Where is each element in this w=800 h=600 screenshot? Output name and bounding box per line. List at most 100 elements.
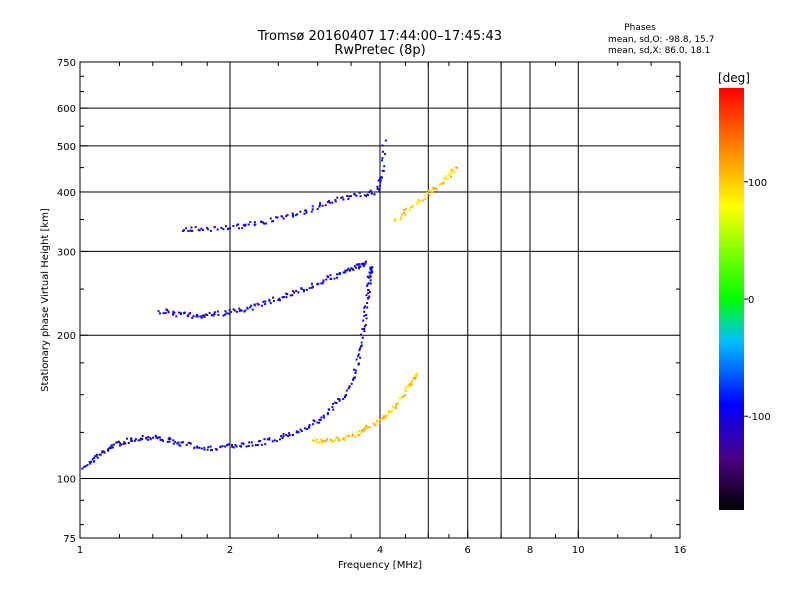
data-point (246, 307, 249, 310)
data-point (363, 314, 366, 317)
data-point (219, 446, 222, 449)
data-point (400, 397, 403, 400)
data-point (325, 278, 328, 281)
data-point (117, 440, 120, 443)
data-point (292, 215, 295, 218)
data-point (390, 410, 393, 413)
data-point (400, 216, 403, 219)
data-point (353, 376, 356, 379)
data-point (322, 279, 325, 282)
data-point (329, 438, 332, 441)
data-point (378, 419, 381, 422)
data-point (370, 266, 373, 269)
data-point (414, 376, 417, 379)
data-point (318, 421, 321, 424)
data-point (416, 372, 419, 375)
data-point (174, 441, 177, 444)
data-point (313, 420, 316, 423)
data-point (330, 440, 333, 443)
data-point (359, 195, 362, 198)
data-point (315, 441, 318, 444)
data-point (141, 438, 144, 441)
data-point (362, 265, 365, 268)
data-point (354, 369, 357, 372)
data-point (162, 312, 165, 315)
data-point (177, 441, 180, 444)
data-point (415, 201, 418, 204)
data-point (455, 166, 458, 169)
data-point (363, 428, 366, 431)
data-point (112, 443, 115, 446)
data-point (412, 376, 415, 379)
data-point (346, 194, 349, 197)
data-point (401, 213, 404, 216)
data-point (357, 353, 360, 356)
data-point (336, 196, 339, 199)
data-point (260, 304, 263, 307)
data-point (365, 313, 368, 316)
data-point (316, 208, 319, 211)
data-point (358, 265, 361, 268)
data-point (350, 382, 353, 385)
data-point (321, 442, 324, 445)
data-point (379, 179, 382, 182)
data-point (139, 437, 142, 440)
data-point (291, 294, 294, 297)
data-point (327, 200, 330, 203)
data-point (228, 227, 231, 230)
data-point (168, 436, 171, 439)
data-point (332, 408, 335, 411)
data-point (124, 442, 127, 445)
data-point (96, 456, 99, 459)
data-point (200, 447, 203, 450)
data-point (369, 268, 372, 271)
data-point (311, 286, 314, 289)
data-point (134, 438, 137, 441)
data-point (195, 315, 198, 318)
data-point (342, 438, 345, 441)
data-point (385, 417, 388, 420)
data-point (256, 302, 259, 305)
data-point (169, 438, 172, 441)
data-point (238, 227, 241, 230)
data-point (201, 314, 204, 317)
data-point (191, 229, 194, 232)
data-point (331, 406, 334, 409)
data-point (450, 170, 453, 173)
data-point (141, 435, 144, 438)
data-point (362, 263, 365, 266)
data-point (379, 184, 382, 187)
data-point (366, 283, 369, 286)
data-point (366, 284, 369, 287)
colorbar-gradient (719, 88, 744, 510)
y-tick-label: 100 (57, 475, 76, 486)
data-point (375, 421, 378, 424)
data-point (335, 436, 338, 439)
data-point (210, 229, 213, 232)
data-point (417, 198, 420, 201)
data-point (208, 311, 211, 314)
data-point (275, 440, 278, 443)
data-point (365, 424, 368, 427)
data-point (379, 181, 382, 184)
data-point (108, 447, 111, 450)
data-point (445, 175, 448, 178)
data-point (187, 441, 190, 444)
data-point (331, 201, 334, 204)
data-point (257, 303, 260, 306)
data-point (203, 448, 206, 451)
data-point (318, 205, 321, 208)
y-axis-label: Stationary phase Virtual Height [km] (40, 208, 51, 392)
data-point (264, 300, 267, 303)
data-point (348, 195, 351, 198)
data-point (259, 440, 262, 443)
data-point (178, 311, 181, 314)
data-point (407, 383, 410, 386)
data-point (369, 282, 372, 285)
axes: 1 2 4 6 8 10 16 75 100 200 300 400 500 600 750 (57, 58, 686, 556)
data-point (349, 268, 352, 271)
data-point (405, 390, 408, 393)
data-point (196, 315, 199, 318)
data-point (237, 223, 240, 226)
data-point (367, 288, 370, 291)
